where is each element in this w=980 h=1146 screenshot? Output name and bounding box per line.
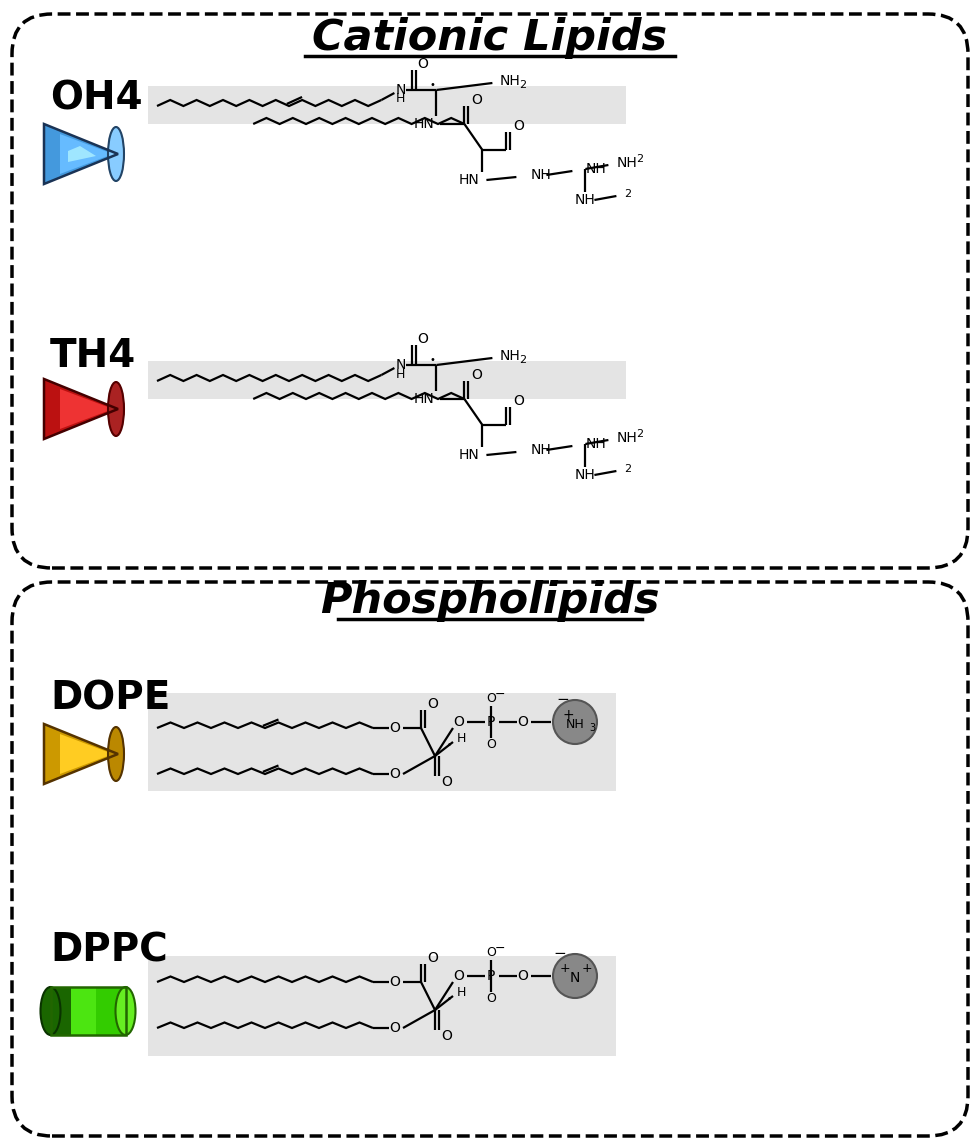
Text: HN: HN [459,173,480,187]
Bar [51,987,125,1035]
Ellipse shape [108,382,124,435]
Text: DPPC: DPPC [50,932,168,970]
Ellipse shape [116,987,135,1035]
Text: NH: NH [585,437,607,452]
Text: Cationic Lipids: Cationic Lipids [313,17,667,58]
Polygon shape [44,379,118,439]
Text: DOPE: DOPE [50,678,171,717]
FancyBboxPatch shape [12,582,968,1136]
Text: HN: HN [414,392,435,406]
Bar [148,956,616,1055]
Text: NH: NH [500,74,520,88]
Text: −: − [495,688,506,700]
Text: O: O [471,368,482,382]
Text: •: • [429,80,435,91]
Polygon shape [44,379,60,439]
Text: O: O [454,970,465,983]
Text: O: O [471,93,482,107]
Text: O: O [517,715,528,729]
Text: O: O [442,775,453,788]
Polygon shape [60,388,113,429]
Text: NH: NH [530,168,551,182]
Text: +: + [563,708,574,722]
Polygon shape [44,724,118,784]
Text: −: − [495,942,506,955]
Bar [148,361,626,399]
Text: O: O [486,692,496,706]
Text: P: P [487,970,495,983]
Text: H: H [396,93,405,105]
Text: 2: 2 [624,464,631,474]
Polygon shape [44,724,60,784]
Polygon shape [71,987,95,1035]
Text: NH: NH [575,468,596,482]
Ellipse shape [40,987,61,1035]
Text: NH: NH [530,444,551,457]
Text: N: N [569,971,580,986]
Text: O: O [513,394,524,408]
Text: N: N [395,83,406,97]
Text: −: − [554,947,566,961]
Text: O: O [486,991,496,1005]
Ellipse shape [108,727,124,782]
Text: NH: NH [616,431,637,445]
Text: O: O [427,697,438,711]
Text: 2: 2 [636,154,644,164]
Text: O: O [454,715,465,729]
Polygon shape [51,987,71,1035]
Text: P: P [487,715,495,729]
Text: 3: 3 [589,723,595,733]
Text: O: O [390,721,401,735]
Text: NH: NH [565,717,584,730]
Text: 2: 2 [636,429,644,439]
Text: O: O [416,332,428,346]
Bar [148,86,626,124]
FancyBboxPatch shape [12,14,968,568]
Polygon shape [60,733,113,774]
Text: N: N [395,358,406,372]
Text: O: O [390,1021,401,1035]
Text: H: H [396,368,405,380]
Text: NH: NH [500,350,520,363]
Text: O: O [416,57,428,71]
Text: O: O [390,975,401,989]
Text: 2: 2 [519,80,526,91]
Text: 2: 2 [519,355,526,364]
Bar [148,693,616,791]
Text: •: • [447,741,452,751]
Text: O: O [486,738,496,751]
Text: TH4: TH4 [50,337,136,375]
Text: O: O [513,119,524,133]
Text: H: H [457,731,465,745]
Polygon shape [60,134,113,174]
Circle shape [553,700,597,744]
Polygon shape [68,146,96,162]
Text: O: O [427,951,438,965]
Circle shape [553,953,597,998]
Text: NH: NH [585,162,607,176]
Ellipse shape [108,127,124,181]
Text: •: • [429,355,435,364]
Text: O: O [390,767,401,782]
Text: Phospholipids: Phospholipids [320,580,660,622]
Text: OH4: OH4 [50,79,143,117]
Text: H: H [457,986,465,998]
Text: HN: HN [414,117,435,131]
Text: +: + [560,963,570,975]
Text: HN: HN [459,448,480,462]
Text: O: O [442,1029,453,1043]
Bar [51,987,125,1035]
Text: O: O [517,970,528,983]
Polygon shape [44,124,118,185]
Text: NH: NH [616,156,637,170]
Text: +: + [582,963,592,975]
Text: 2: 2 [624,189,631,199]
Polygon shape [44,124,60,185]
Text: •: • [447,996,452,1005]
Text: O: O [486,947,496,959]
Text: NH: NH [575,193,596,207]
Text: −: − [557,692,569,707]
